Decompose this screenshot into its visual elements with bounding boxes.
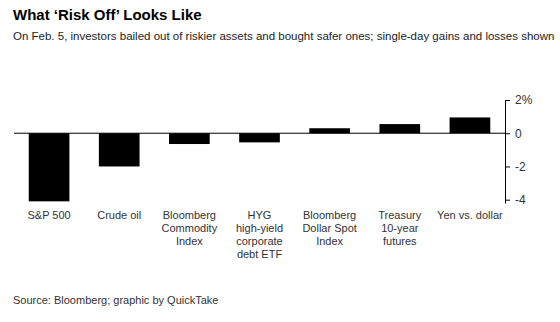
x-tick-label: HYGhigh-yieldcorporatedebt ETF: [236, 209, 283, 260]
x-tick-label-line: futures: [383, 235, 417, 247]
bar: [239, 133, 280, 142]
subtitle: On Feb. 5, investors bailed out of riski…: [13, 30, 554, 42]
y-tick-label: 2%: [515, 93, 533, 107]
title: What ‘Risk Off’ Looks Like: [13, 6, 202, 23]
bar: [99, 133, 140, 166]
y-tick-mark: [505, 200, 510, 201]
x-tick-label-line: Treasury: [378, 209, 421, 221]
x-tick-label-line: Index: [176, 235, 203, 247]
bar: [309, 128, 350, 133]
x-tick-label-line: high-yield: [236, 222, 283, 234]
x-tick-label-line: S&P 500: [27, 209, 70, 221]
y-tick-label: -2: [515, 160, 526, 174]
x-tick-label: Treasury10-yearfutures: [378, 209, 421, 247]
x-tick-label: Crude oil: [97, 209, 141, 221]
y-tick: -4: [505, 193, 526, 207]
x-tick-label: BloombergDollar SpotIndex: [302, 209, 356, 247]
y-tick-mark: [505, 166, 510, 167]
y-axis-line: [505, 101, 506, 204]
bar: [450, 117, 491, 133]
x-tick-label-line: Bloomberg: [163, 209, 216, 221]
y-tick: 0: [505, 127, 522, 141]
x-tick-label-line: Yen vs. dollar: [437, 209, 503, 221]
bar: [169, 133, 210, 144]
x-tick-label: BloombergCommodityIndex: [162, 209, 218, 247]
x-tick-label-line: Dollar Spot: [302, 222, 356, 234]
x-tick-label-line: HYG: [248, 209, 272, 221]
bar: [29, 133, 70, 201]
x-tick-label-line: 10-year: [381, 222, 419, 234]
y-tick: 2%: [505, 93, 533, 107]
x-tick-label-line: Crude oil: [97, 209, 141, 221]
y-tick: -2: [505, 160, 526, 174]
x-tick-label-line: Bloomberg: [303, 209, 356, 221]
bars: [29, 117, 491, 201]
x-tick-label-line: debt ETF: [237, 248, 283, 260]
y-tick-label: 0: [515, 127, 522, 141]
source: Source: Bloomberg; graphic by QuickTake: [13, 294, 218, 306]
x-tick-label: S&P 500: [27, 209, 70, 221]
bar: [379, 124, 420, 133]
y-tick-mark: [505, 133, 510, 134]
y-tick-label: -4: [515, 193, 526, 207]
chart: What ‘Risk Off’ Looks Like On Feb. 5, inv…: [0, 0, 560, 322]
y-axis: 2% 0 -2 -4: [505, 93, 533, 207]
y-tick-mark: [505, 100, 510, 101]
x-tick-label-line: Commodity: [162, 222, 218, 234]
x-tick-label-line: corporate: [236, 235, 282, 247]
x-tick-label-line: Index: [316, 235, 343, 247]
x-tick-label: Yen vs. dollar: [437, 209, 503, 221]
